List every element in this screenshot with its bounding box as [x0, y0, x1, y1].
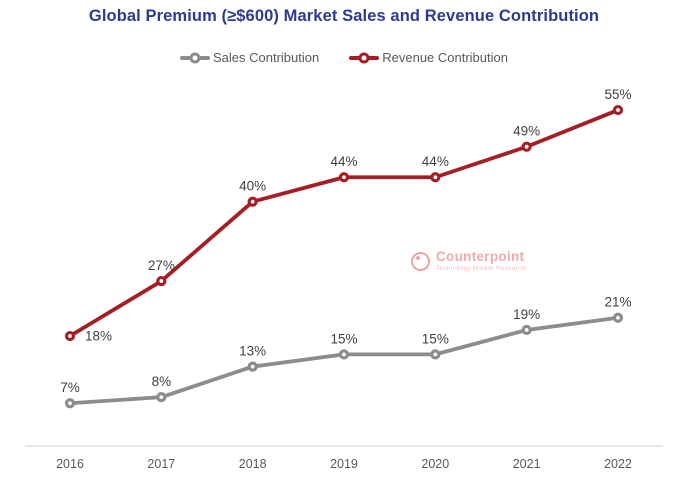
data-point	[64, 398, 76, 409]
data-label: 21%	[604, 295, 631, 310]
data-label: 44%	[330, 154, 357, 169]
x-tick-label: 2016	[56, 457, 84, 471]
data-point	[247, 361, 258, 372]
x-tick-label: 2018	[239, 457, 267, 471]
data-point	[612, 312, 624, 323]
data-point	[247, 196, 258, 207]
x-tick-label: 2017	[147, 457, 175, 471]
data-label: 13%	[239, 344, 266, 359]
legend-label-sales: Sales Contribution	[213, 50, 320, 65]
x-tick-label: 2022	[604, 457, 632, 471]
series-line-revenue-contribution	[68, 108, 620, 338]
data-label: 49%	[513, 124, 540, 139]
sales-series-marker-icon	[180, 52, 210, 63]
x-tick-label: 2020	[421, 457, 449, 471]
data-label: 55%	[604, 87, 631, 102]
data-label: 8%	[152, 374, 172, 389]
x-tick-label: 2021	[513, 457, 541, 471]
legend-item-sales: Sales Contribution	[180, 50, 319, 65]
revenue-series-marker-icon	[349, 52, 380, 63]
data-point	[338, 349, 350, 360]
data-label: 40%	[239, 179, 266, 194]
data-point	[521, 324, 532, 336]
data-label: 7%	[60, 380, 80, 395]
data-label: 15%	[422, 331, 449, 346]
data-point	[521, 141, 532, 152]
data-point	[338, 172, 350, 183]
legend: Sales Contribution Revenue Contribution	[0, 50, 688, 65]
legend-item-revenue: Revenue Contribution	[349, 50, 508, 65]
data-label: 44%	[422, 154, 449, 169]
x-tick-label: 2019	[330, 457, 358, 471]
data-label: 18%	[85, 329, 112, 344]
data-point	[430, 172, 441, 183]
data-point	[156, 392, 167, 403]
legend-label-revenue: Revenue Contribution	[382, 50, 508, 65]
data-point	[64, 330, 76, 342]
data-point	[612, 104, 624, 116]
chart-title: Global Premium (≥$600) Market Sales and …	[88, 7, 600, 25]
data-label: 27%	[148, 258, 175, 273]
data-label: 15%	[330, 331, 357, 346]
data-point	[430, 349, 441, 360]
data-point	[156, 275, 167, 287]
data-label: 19%	[513, 307, 540, 322]
